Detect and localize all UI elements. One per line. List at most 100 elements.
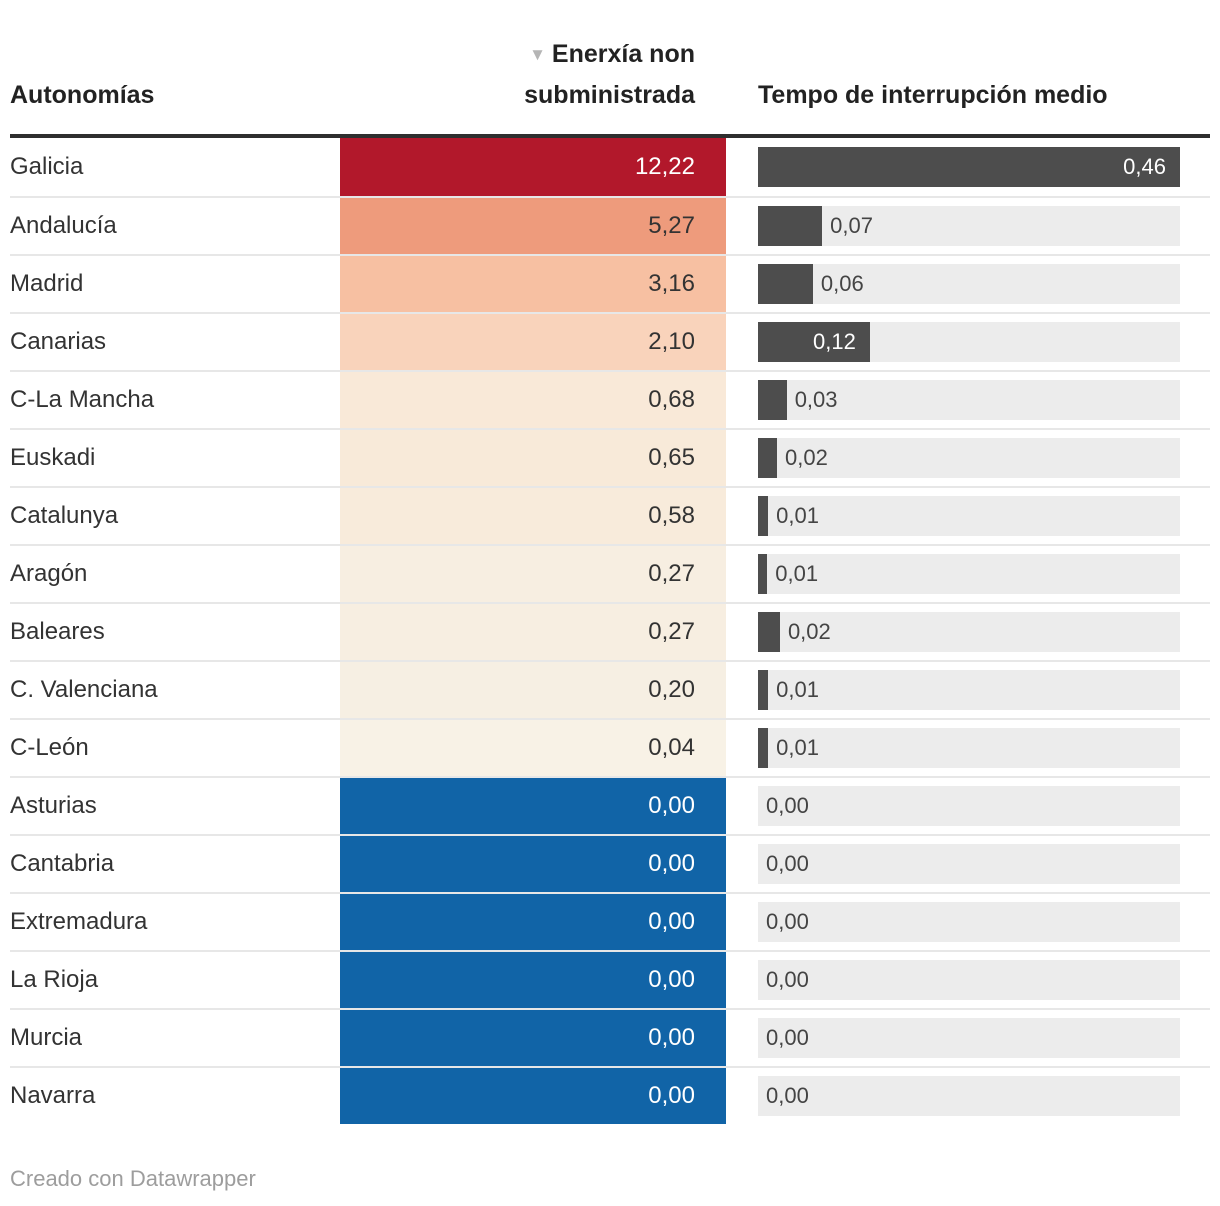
energy-heatmap-cell: 3,16 <box>340 256 726 312</box>
table-header: Autonomías ▼ Enerxía non subministrada Te… <box>10 0 1210 138</box>
region-name: La Rioja <box>10 966 99 993</box>
column-header-autonomias[interactable]: Autonomías <box>10 81 155 109</box>
energy-heatmap-cell: 0,20 <box>340 662 726 718</box>
bar-track: 0,01 <box>758 670 1180 710</box>
region-name: Andalucía <box>10 212 117 239</box>
bar-track: 0,00 <box>758 1018 1180 1058</box>
table-row: Murcia 0,00 0,00 <box>10 1008 1210 1066</box>
bar <box>758 380 787 420</box>
energy-heatmap-cell: 0,00 <box>340 1068 726 1124</box>
bar-track: 0,02 <box>758 612 1180 652</box>
region-name: Galicia <box>10 153 84 180</box>
bar-value-label: 0,06 <box>820 271 864 296</box>
time-bar-cell: 0,12 <box>758 314 1180 370</box>
energy-heatmap-cell: 0,00 <box>340 894 726 950</box>
column-header-energy[interactable]: ▼ Enerxía non subministrada <box>340 35 726 114</box>
time-bar-cell: 0,00 <box>758 894 1180 950</box>
energy-heatmap-cell: 0,00 <box>340 778 726 834</box>
bar <box>758 496 769 536</box>
bar-value-label: 0,07 <box>830 213 873 238</box>
bar-track: 0,07 <box>758 206 1180 246</box>
bar-value-label: 0,00 <box>766 1025 809 1050</box>
table-row: Baleares 0,27 0,02 <box>10 602 1210 660</box>
bar-track: 0,46 <box>758 147 1180 187</box>
table-row: Catalunya 0,58 0,01 <box>10 486 1210 544</box>
energy-heatmap-cell: 0,00 <box>340 836 726 892</box>
region-name: Baleares <box>10 618 105 645</box>
table-row: Navarra 0,00 0,00 <box>10 1066 1210 1124</box>
time-bar-cell: 0,01 <box>758 546 1180 602</box>
bar-track: 0,03 <box>758 380 1180 420</box>
sort-descending-icon: ▼ <box>529 45 546 64</box>
column-gap <box>726 778 758 834</box>
energy-heatmap-cell: 5,27 <box>340 198 726 254</box>
bar <box>758 612 780 652</box>
table-row: Galicia 12,22 0,46 <box>10 138 1210 196</box>
region-name: Asturias <box>10 792 97 819</box>
bar-track: 0,12 <box>758 322 1180 362</box>
region-name: Canarias <box>10 328 107 355</box>
region-name: Extremadura <box>10 908 148 935</box>
bar-value-label: 0,01 <box>776 735 819 760</box>
energy-heatmap-cell: 0,68 <box>340 372 726 428</box>
datawrapper-credit-link[interactable]: Creado con Datawrapper <box>10 1166 256 1191</box>
column-gap <box>726 138 758 196</box>
column-gap <box>726 604 758 660</box>
time-bar-cell: 0,01 <box>758 720 1180 776</box>
region-name: Murcia <box>10 1024 83 1051</box>
table-row: Cantabria 0,00 0,00 <box>10 834 1210 892</box>
region-name: Navarra <box>10 1082 96 1109</box>
table-row: Euskadi 0,65 0,02 <box>10 428 1210 486</box>
table-row: C-La Mancha 0,68 0,03 <box>10 370 1210 428</box>
bar-value-label: 0,01 <box>775 561 819 586</box>
region-name: C-León <box>10 734 89 761</box>
energy-heatmap-cell: 12,22 <box>340 138 726 196</box>
time-bar-cell: 0,06 <box>758 256 1180 312</box>
bar: 0,12 <box>758 322 870 362</box>
column-gap <box>726 372 758 428</box>
column-gap <box>726 662 758 718</box>
region-name: C-La Mancha <box>10 386 155 413</box>
column-gap <box>726 314 758 370</box>
time-bar-cell: 0,01 <box>758 662 1180 718</box>
bar-track: 0,00 <box>758 786 1180 826</box>
bar <box>758 554 768 594</box>
time-bar-cell: 0,00 <box>758 952 1180 1008</box>
column-header-energy-text1: Enerxía non <box>551 40 695 68</box>
table-row: C-León 0,04 0,01 <box>10 718 1210 776</box>
bar-value-label: 0,00 <box>766 1083 809 1108</box>
bar-value-label: 0,03 <box>794 387 838 412</box>
bar-value-label: 0,00 <box>766 851 809 876</box>
column-gap <box>726 952 758 1008</box>
column-header-energy-line1: ▼ Enerxía non <box>340 35 695 76</box>
time-bar-cell: 0,00 <box>758 778 1180 834</box>
time-bar-cell: 0,00 <box>758 836 1180 892</box>
column-gap <box>726 720 758 776</box>
table-row: C. Valenciana 0,20 0,01 <box>10 660 1210 718</box>
time-bar-cell: 0,00 <box>758 1068 1180 1124</box>
table-row: Canarias 2,10 0,12 <box>10 312 1210 370</box>
column-gap <box>726 1010 758 1066</box>
time-bar-cell: 0,07 <box>758 198 1180 254</box>
column-header-time[interactable]: Tempo de interrupción medio <box>758 81 1108 109</box>
table-row: Extremadura 0,00 0,00 <box>10 892 1210 950</box>
bar-value-label: 0,00 <box>766 909 809 934</box>
column-gap <box>726 256 758 312</box>
bar: 0,46 <box>758 147 1180 187</box>
table-row: La Rioja 0,00 0,00 <box>10 950 1210 1008</box>
time-bar-cell: 0,46 <box>758 138 1180 196</box>
column-gap <box>726 546 758 602</box>
region-name: C. Valenciana <box>10 676 158 703</box>
bar-track: 0,01 <box>758 554 1180 594</box>
region-name: Madrid <box>10 270 84 297</box>
bar-track: 0,00 <box>758 1076 1180 1116</box>
region-name: Cantabria <box>10 850 115 877</box>
column-gap <box>726 488 758 544</box>
bar-track: 0,00 <box>758 960 1180 1000</box>
energy-heatmap-cell: 0,00 <box>340 1010 726 1066</box>
column-gap <box>726 430 758 486</box>
time-bar-cell: 0,03 <box>758 372 1180 428</box>
energy-heatmap-cell: 0,04 <box>340 720 726 776</box>
energy-heatmap-cell: 0,58 <box>340 488 726 544</box>
bar <box>758 670 769 710</box>
